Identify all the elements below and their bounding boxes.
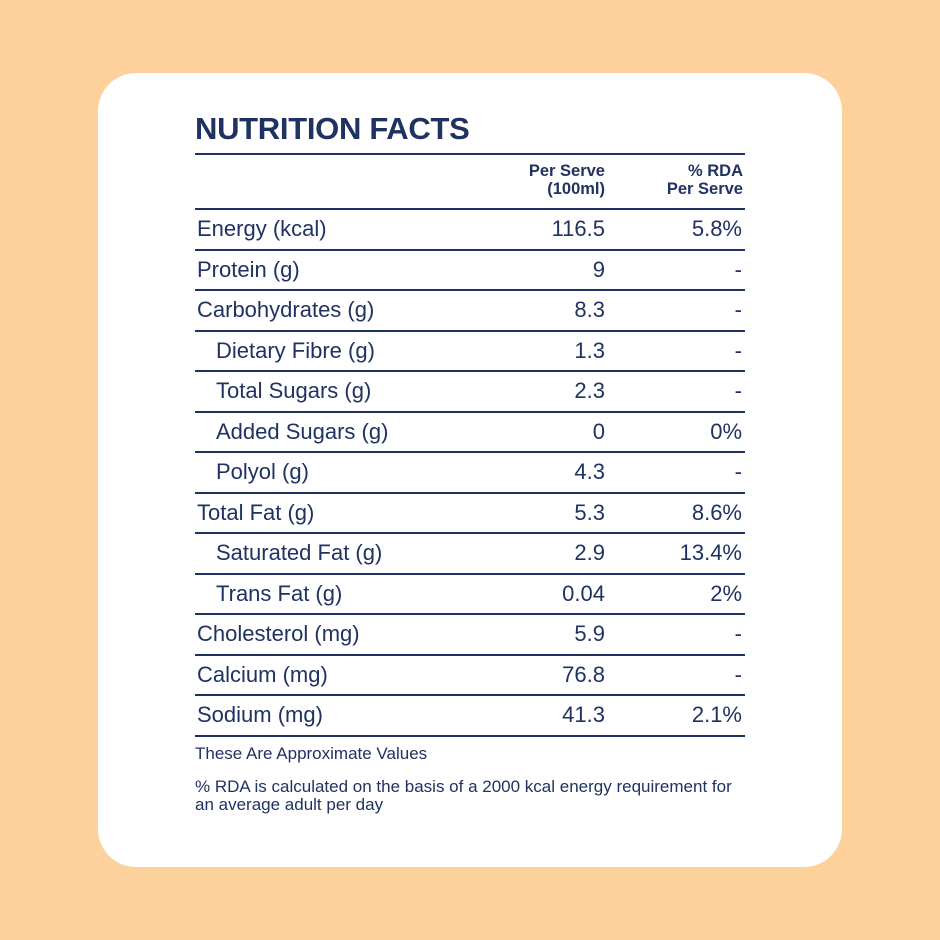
nutrient-row-energy: Energy (kcal) 116.5 5.8%	[195, 210, 745, 249]
nutrient-label: Sodium (mg)	[197, 702, 323, 727]
nutrient-row-polyol: Polyol (g) 4.3 -	[195, 453, 745, 492]
divider	[195, 532, 745, 534]
nutrient-label: Saturated Fat (g)	[216, 540, 383, 565]
nutrient-label: Energy (kcal)	[197, 216, 327, 241]
nutrient-row-saturated-fat: Saturated Fat (g) 2.9 13.4%	[195, 534, 745, 573]
nutrient-rda: -	[734, 297, 742, 322]
nutrient-row-added-sugars: Added Sugars (g) 0 0%	[195, 413, 745, 452]
divider	[195, 694, 745, 696]
nutrient-value: 0.04	[562, 580, 605, 606]
nutrient-rda: 0%	[710, 418, 742, 444]
divider	[195, 410, 745, 413]
nutrient-rda: 13.4%	[679, 540, 742, 565]
nutrition-panel: NUTRITION FACTS Per Serve (100ml) % RDA …	[195, 111, 745, 814]
nutrient-row-trans-fat: Trans Fat (g) 0.04 2%	[195, 575, 745, 614]
divider	[195, 370, 745, 372]
divider	[195, 613, 745, 615]
nutrient-value: 1.3	[574, 337, 605, 363]
nutrient-row-dietary-fibre: Dietary Fibre (g) 1.3 -	[195, 332, 745, 371]
nutrient-row-sodium: Sodium (mg) 41.3 2.1%	[195, 696, 745, 735]
nutrient-label: Protein (g)	[197, 256, 300, 282]
nutrient-rda: -	[734, 378, 742, 403]
divider	[195, 208, 745, 210]
nutrient-rda: 2%	[710, 580, 742, 606]
nutrient-value: 116.5	[551, 216, 605, 241]
nutrient-value: 0	[592, 418, 605, 444]
nutrient-label: Calcium (mg)	[197, 661, 328, 687]
nutrient-label: Dietary Fibre (g)	[216, 337, 375, 363]
approximate-values-note: These Are Approximate Values	[195, 743, 428, 763]
divider	[195, 329, 745, 332]
nutrient-rda: -	[734, 621, 742, 646]
nutrient-value: 8.3	[574, 297, 605, 322]
divider	[195, 248, 745, 251]
nutrient-label: Polyol (g)	[216, 459, 309, 484]
nutrient-row-total-fat: Total Fat (g) 5.3 8.6%	[195, 494, 745, 533]
nutrition-card: NUTRITION FACTS Per Serve (100ml) % RDA …	[98, 73, 842, 867]
nutrient-rda: 2.1%	[691, 702, 742, 727]
divider	[195, 734, 745, 737]
nutrient-row-carbohydrates: Carbohydrates (g) 8.3 -	[195, 291, 745, 330]
nutrient-value: 5.9	[574, 621, 605, 646]
nutrient-rda: -	[734, 661, 742, 687]
nutrient-rda: -	[734, 256, 742, 282]
nutrient-row-cholesterol: Cholesterol (mg) 5.9 -	[195, 615, 745, 654]
divider	[195, 451, 745, 453]
panel-title: NUTRITION FACTS	[195, 111, 470, 146]
nutrient-value: 41.3	[562, 702, 605, 727]
divider	[195, 289, 745, 291]
column-header-row: Per Serve (100ml) % RDA Per Serve	[195, 155, 745, 208]
nutrient-label: Carbohydrates (g)	[197, 297, 375, 322]
divider	[195, 153, 745, 155]
nutrient-label: Total Sugars (g)	[216, 378, 372, 403]
divider	[195, 572, 745, 575]
nutrient-value: 2.3	[574, 378, 605, 403]
nutrient-value: 5.3	[574, 499, 605, 525]
nutrient-row-total-sugars: Total Sugars (g) 2.3 -	[195, 372, 745, 411]
rda-basis-note: % RDA is calculated on the basis of a 20…	[195, 776, 732, 814]
nutrient-label: Cholesterol (mg)	[197, 621, 360, 646]
nutrient-value: 2.9	[574, 540, 605, 565]
nutrient-value: 9	[592, 256, 605, 282]
nutrient-label: Trans Fat (g)	[216, 580, 343, 606]
nutrient-label: Total Fat (g)	[197, 499, 315, 525]
column-header-rda: % RDA Per Serve	[666, 162, 743, 198]
nutrient-row-protein: Protein (g) 9 -	[195, 251, 745, 290]
nutrient-rda: -	[734, 459, 742, 484]
nutrient-row-calcium: Calcium (mg) 76.8 -	[195, 656, 745, 695]
nutrient-rda: 8.6%	[691, 499, 742, 525]
nutrient-value: 4.3	[574, 459, 605, 484]
column-header-per-serve: Per Serve (100ml)	[528, 162, 605, 198]
divider	[195, 653, 745, 656]
nutrient-value: 76.8	[562, 661, 605, 687]
divider	[195, 491, 745, 494]
nutrient-rda: -	[734, 337, 742, 363]
nutrient-label: Added Sugars (g)	[216, 418, 389, 444]
nutrient-rda: 5.8%	[691, 216, 742, 241]
